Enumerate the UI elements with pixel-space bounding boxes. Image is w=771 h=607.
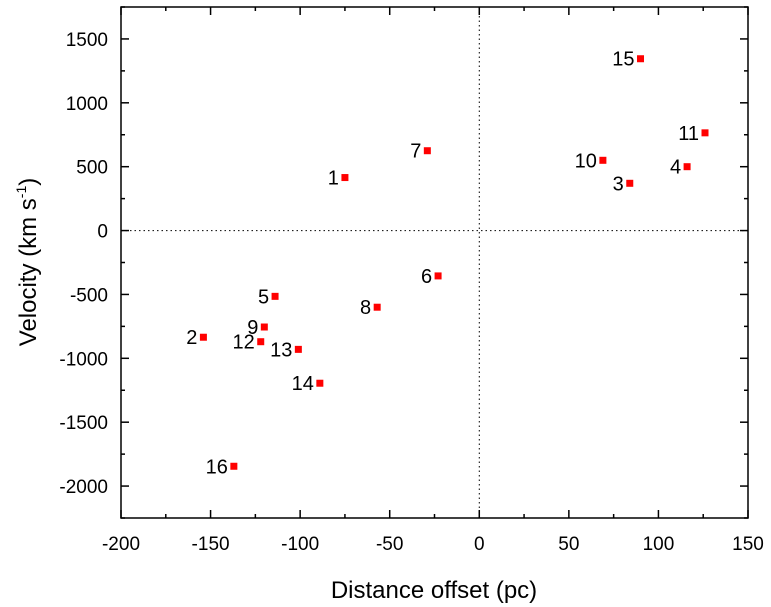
point-label: 3 xyxy=(613,173,624,195)
point-label: 11 xyxy=(678,123,699,145)
y-tick-label: 500 xyxy=(76,158,108,179)
data-point xyxy=(434,272,442,280)
y-tick-label: 1000 xyxy=(66,94,108,115)
y-tick-label: -2000 xyxy=(59,477,108,498)
data-point xyxy=(599,156,607,164)
y-axis-title: Velocity (km s-1) xyxy=(13,178,42,346)
data-point xyxy=(626,179,634,187)
point-label: 14 xyxy=(292,373,314,395)
point-label: 15 xyxy=(612,49,634,71)
zero-reference-lines xyxy=(121,7,748,518)
point-label: 8 xyxy=(360,297,371,319)
data-point xyxy=(199,333,207,341)
x-tick-labels: -200 -150 -100 -50 0 50 100 150 xyxy=(102,534,764,555)
point-label: 10 xyxy=(575,150,597,172)
data-point xyxy=(701,129,709,137)
y-tick-label: -1500 xyxy=(59,413,108,434)
point-label: 4 xyxy=(670,157,681,179)
point-label: 6 xyxy=(421,266,432,288)
x-tick-label: 100 xyxy=(643,534,675,555)
point-label: 12 xyxy=(232,332,254,354)
data-point xyxy=(637,55,645,63)
x-tick-label: 150 xyxy=(732,534,764,555)
data-point xyxy=(373,303,381,311)
data-point xyxy=(683,163,691,171)
x-tick-label: 0 xyxy=(474,534,485,555)
x-tick-label: -50 xyxy=(376,534,403,555)
point-label: 2 xyxy=(186,327,197,349)
x-axis-title: Distance offset (pc) xyxy=(331,577,537,604)
y-tick-label: -500 xyxy=(70,285,108,306)
data-point xyxy=(260,323,268,331)
y-tick-label: -1000 xyxy=(59,349,108,370)
data-point xyxy=(341,174,349,182)
data-point xyxy=(316,379,324,387)
data-point xyxy=(271,292,279,300)
point-label: 13 xyxy=(270,339,292,361)
point-label: 7 xyxy=(410,141,421,163)
x-tick-label: -150 xyxy=(192,534,230,555)
y-tick-label: 1500 xyxy=(66,30,108,51)
point-label: 16 xyxy=(206,456,228,478)
data-point xyxy=(257,338,265,346)
point-label: 5 xyxy=(258,286,269,308)
point-label: 1 xyxy=(328,168,339,190)
x-tick-label: -200 xyxy=(102,534,140,555)
x-tick-label: -100 xyxy=(281,534,319,555)
plot-frame xyxy=(120,6,749,519)
data-point xyxy=(423,147,431,155)
data-point xyxy=(230,462,238,470)
data-point xyxy=(294,345,302,353)
y-tick-labels: -2000 -1500 -1000 -500 0 500 1000 1500 xyxy=(59,30,108,498)
y-tick-label: 0 xyxy=(97,222,108,243)
point-label: 9 xyxy=(247,317,258,339)
axis-ticks xyxy=(120,6,749,519)
x-tick-label: 50 xyxy=(558,534,579,555)
